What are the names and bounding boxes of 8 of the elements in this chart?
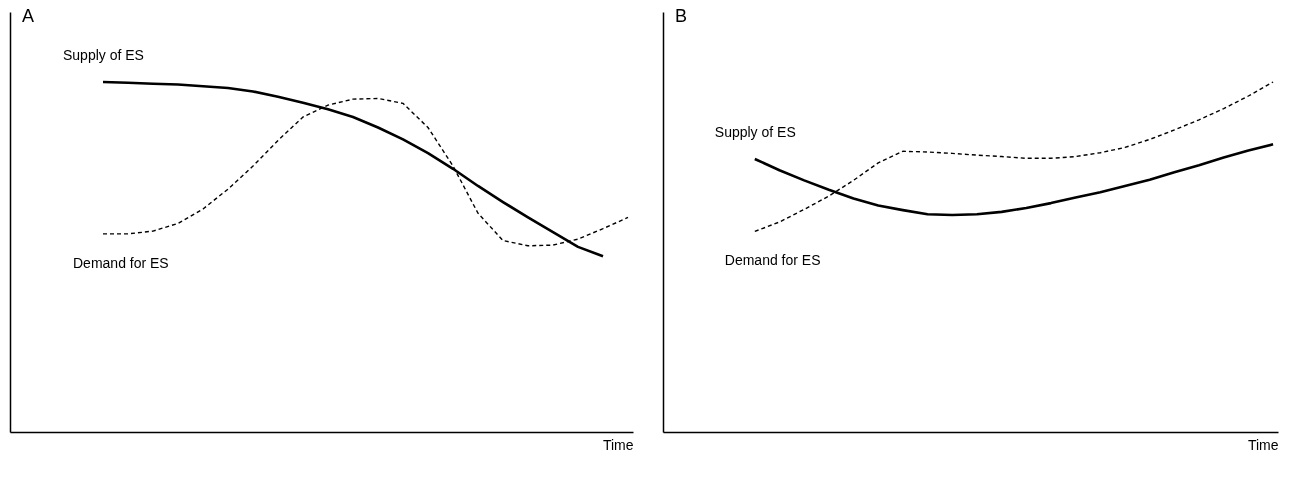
x-axis-title: Time <box>602 436 634 453</box>
x-axis-title: Time <box>1247 436 1279 453</box>
series-label: Supply of ES <box>714 124 796 140</box>
chart-title: B <box>675 6 688 26</box>
series-label: Demand for ES <box>73 254 169 271</box>
chart-title: A <box>22 6 35 26</box>
text: Demand for ES <box>724 252 821 269</box>
series-label: Supply of ES <box>63 47 144 63</box>
